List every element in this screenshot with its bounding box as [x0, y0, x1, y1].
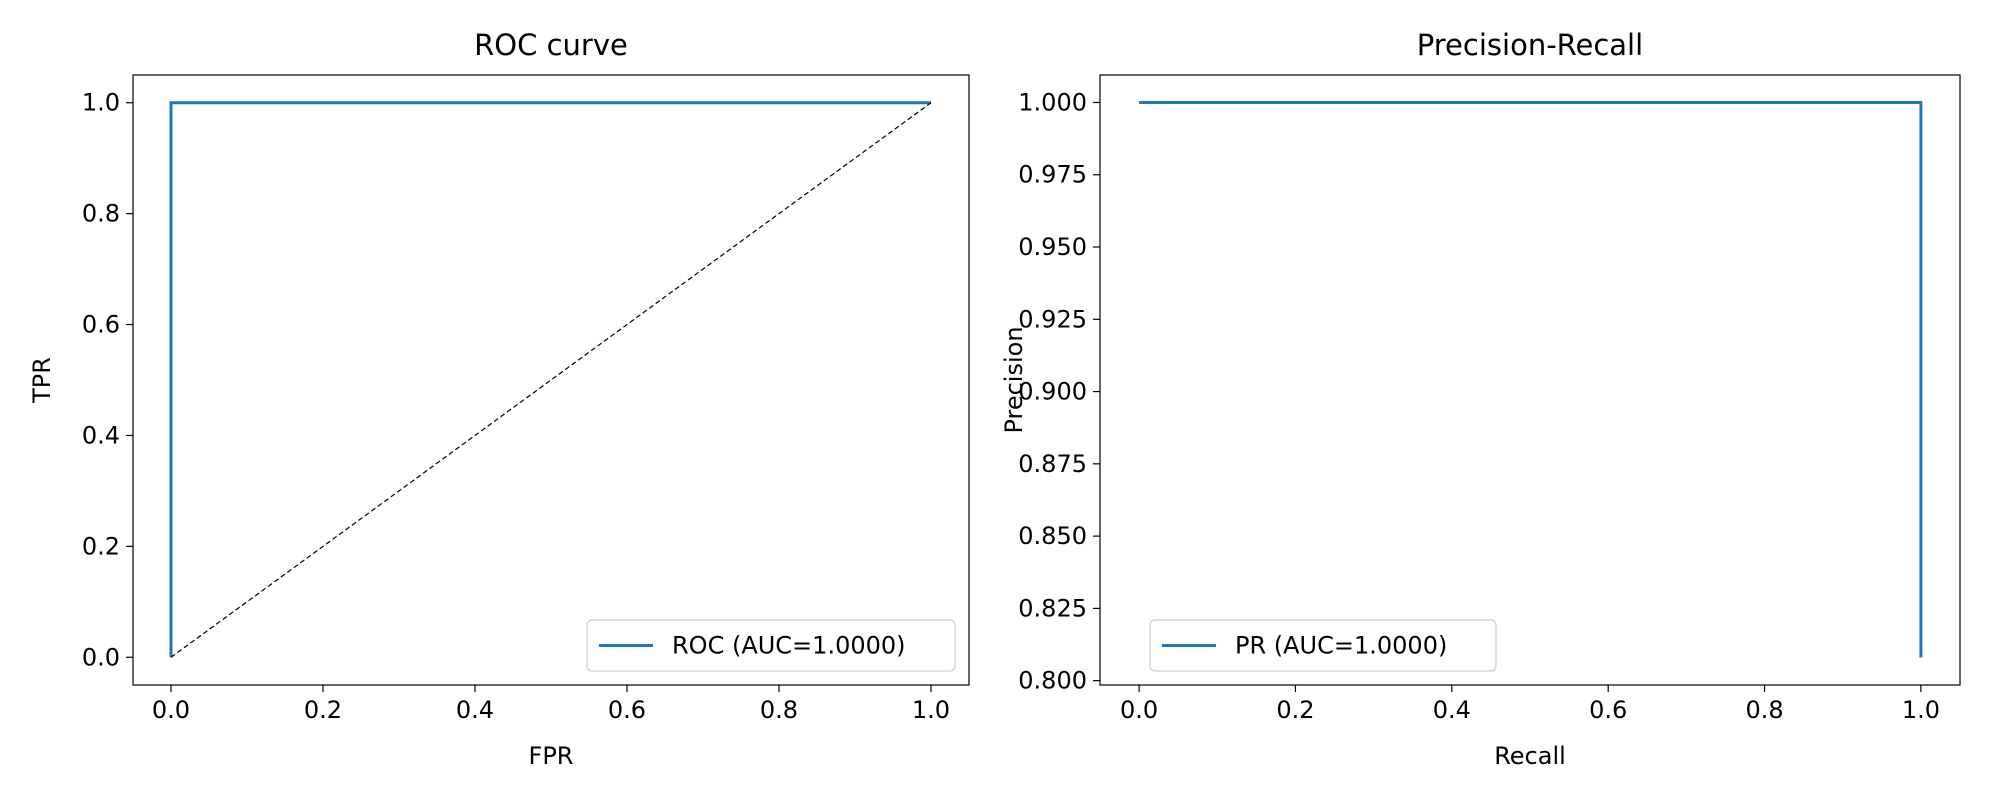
- x-tick-label: 0.8: [1745, 696, 1783, 724]
- x-tick-label: 0.8: [760, 696, 798, 724]
- chance-diagonal-line: [170, 102, 932, 658]
- y-tick-label: 0.950: [1018, 233, 1087, 261]
- x-tick-label: 0.4: [456, 696, 494, 724]
- chart-title: Precision-Recall: [1417, 28, 1643, 62]
- y-tick-label: 0.850: [1018, 522, 1087, 550]
- x-tick-label: 1.0: [1902, 696, 1940, 724]
- y-tick-label: 1.0: [82, 89, 120, 117]
- x-tick-label: 1.0: [912, 696, 950, 724]
- y-tick-label: 0.925: [1018, 305, 1087, 333]
- y-tick-label: 0.4: [82, 421, 120, 449]
- y-axis-label: Precision: [1000, 326, 1028, 433]
- series-line-1: [169, 101, 931, 658]
- legend-label: ROC (AUC=1.0000): [672, 632, 906, 660]
- x-tick-label: 0.2: [304, 696, 342, 724]
- legend-box: [586, 619, 956, 672]
- x-tick-label: 0.6: [608, 696, 646, 724]
- chart-2: 0.0 0.2 0.4 0.6 0.8 1.0 0.800 0.825 0.850 0.875 0.…: [1000, 28, 1961, 770]
- y-tick-label: 0.900: [1018, 378, 1087, 406]
- y-tick-label: 0.6: [82, 311, 120, 339]
- legend-box: [1149, 619, 1497, 672]
- x-tick-label: 0.6: [1589, 696, 1627, 724]
- legend-label: PR (AUC=1.0000): [1235, 632, 1447, 660]
- y-tick-label: 0.875: [1018, 450, 1087, 478]
- x-axis-label: Recall: [1494, 742, 1566, 770]
- y-tick-label: 0.8: [82, 200, 120, 228]
- chart-1: 0.0 0.2 0.4 0.6 0.8 1.0 0.0 0.2 0.4 0.6 0.8 1.0 ROC …: [28, 28, 970, 770]
- plot-frame: [1099, 74, 1961, 686]
- y-tick-label: 1.000: [1018, 88, 1087, 116]
- series-line-1: [1139, 100, 1923, 658]
- x-tick-label: 0.0: [152, 696, 190, 724]
- plot-frame: [132, 74, 970, 686]
- x-axis-label: FPR: [529, 742, 574, 770]
- y-axis-label: TPR: [28, 357, 56, 404]
- y-tick-label: 0.2: [82, 532, 120, 560]
- x-tick-label: 0.4: [1433, 696, 1471, 724]
- legend: ROC (AUC=1.0000): [586, 619, 956, 672]
- x-tick-label: 0.2: [1276, 696, 1314, 724]
- y-tick-label: 0.975: [1018, 161, 1087, 189]
- y-tick-label: 0.800: [1018, 667, 1087, 695]
- y-tick-label: 0.825: [1018, 594, 1087, 622]
- y-tick-label: 0.0: [82, 643, 120, 671]
- chart-title: ROC curve: [474, 28, 628, 62]
- legend: PR (AUC=1.0000): [1149, 619, 1497, 672]
- x-tick-label: 0.0: [1120, 696, 1158, 724]
